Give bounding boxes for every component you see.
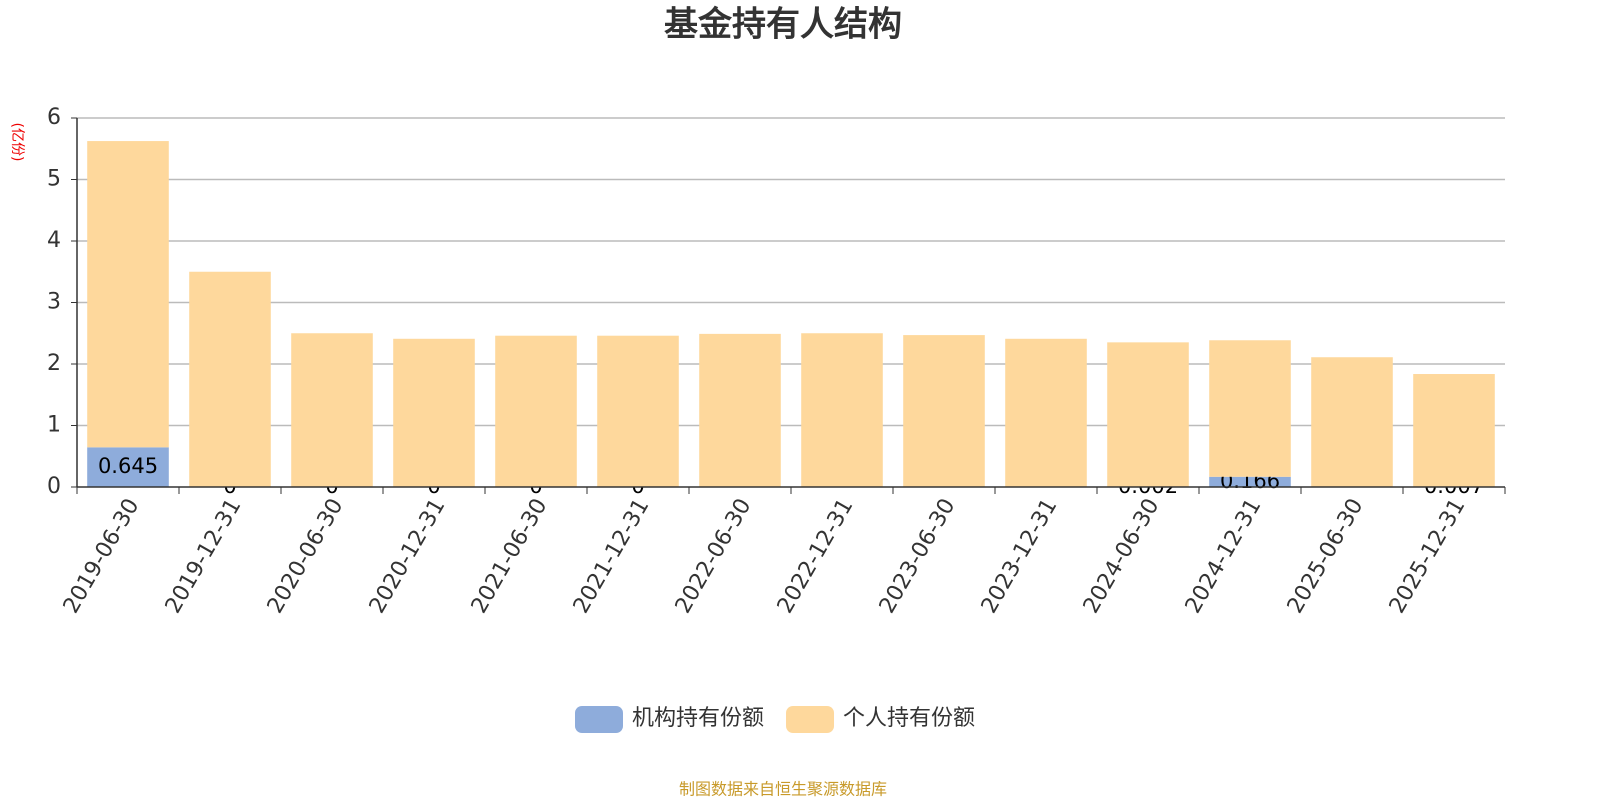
x-tick-label: 2022-06-30	[671, 495, 757, 618]
bar-segment	[87, 447, 169, 487]
legend-swatch	[575, 706, 623, 733]
y-tick-label: 5	[47, 167, 61, 192]
bar-segment	[903, 335, 985, 487]
y-tick-label: 4	[47, 228, 61, 253]
x-tick-label: 2025-06-30	[1283, 495, 1369, 618]
bar-segment	[1413, 374, 1495, 487]
bar-segment	[1311, 357, 1393, 487]
x-tick-label: 2019-06-30	[59, 495, 145, 618]
x-tick-label: 2023-06-30	[875, 495, 961, 618]
source-note: 制图数据来自恒生聚源数据库	[679, 780, 887, 799]
y-tick-label: 6	[47, 105, 61, 130]
x-tick-label: 2021-12-31	[569, 495, 655, 618]
bar-segment	[801, 333, 883, 487]
x-tick-label: 2023-12-31	[977, 495, 1063, 618]
bar-segment	[1107, 342, 1189, 487]
x-tick-label: 2022-12-31	[773, 495, 859, 618]
chart-title: 基金持有人结构	[664, 5, 902, 45]
y-tick-label: 2	[47, 351, 61, 376]
bar-segment	[597, 335, 679, 487]
x-tick-label: 2020-06-30	[263, 495, 349, 618]
x-tick-label: 2019-12-31	[161, 495, 247, 618]
bar-segment	[1005, 338, 1087, 487]
legend-label: 个人持有份额	[843, 706, 975, 731]
bar-segment	[699, 333, 781, 487]
bar-segment	[393, 338, 475, 487]
legend-label: 机构持有份额	[632, 706, 764, 731]
x-tick-label: 2024-06-30	[1079, 495, 1165, 618]
y-tick-label: 1	[47, 413, 61, 438]
bar-segment	[1209, 340, 1291, 477]
x-tick-label: 2020-12-31	[365, 495, 451, 618]
y-unit: (亿份)	[9, 123, 25, 162]
x-tick-label: 2021-06-30	[467, 495, 553, 618]
bar-segment	[291, 333, 373, 487]
data-label: 0.645	[98, 454, 158, 478]
bar-segment	[87, 141, 169, 448]
y-tick-label: 3	[47, 290, 61, 315]
y-tick-label: 0	[47, 474, 61, 499]
bar-segment	[495, 335, 577, 487]
x-tick-label: 2024-12-31	[1181, 495, 1267, 618]
legend-swatch	[786, 706, 835, 733]
x-tick-label: 2025-12-31	[1385, 495, 1471, 618]
bar-segment	[1209, 476, 1291, 487]
bar-segment	[189, 271, 271, 487]
